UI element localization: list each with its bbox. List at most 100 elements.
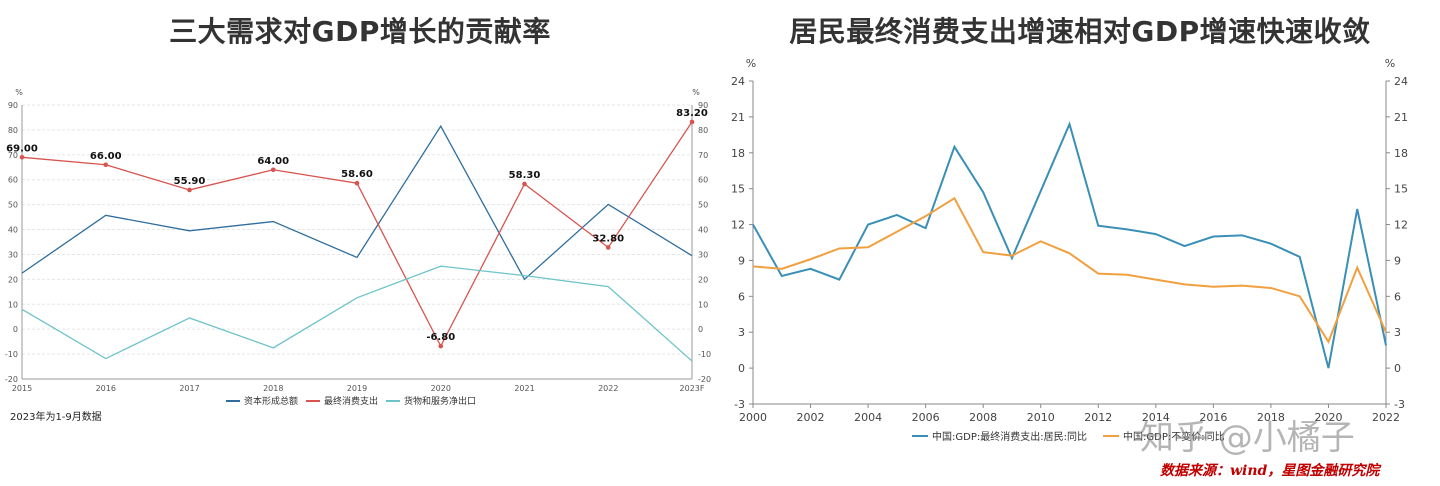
x-tick-label: 2017 <box>179 384 199 393</box>
left-chart-title: 三大需求对GDP增长的贡献率 <box>169 15 551 48</box>
y-tick-label-left: 20 <box>8 275 18 284</box>
y-tick-label-left: -3 <box>734 398 745 411</box>
y-unit-left: % <box>746 57 756 70</box>
data-label: 58.30 <box>509 170 541 181</box>
y-tick-label-right: 10 <box>698 300 708 309</box>
y-tick-label-right: 50 <box>698 201 708 210</box>
legend-label: 资本形成总额 <box>244 395 298 407</box>
x-tick-label: 2004 <box>854 411 882 424</box>
x-tick-label: 2006 <box>912 411 940 424</box>
data-point <box>605 245 611 250</box>
data-point <box>187 187 192 193</box>
y-tick-label-left: 18 <box>731 147 745 160</box>
data-source: 数据来源：wind，星图金融研究院 <box>1160 463 1380 479</box>
data-label: 58.60 <box>341 169 373 180</box>
x-tick-label: 2020 <box>1314 411 1342 424</box>
data-point <box>354 180 360 186</box>
y-tick-label-right: 70 <box>698 151 708 160</box>
x-tick-label: 2023F <box>680 384 705 393</box>
series-line-2 <box>21 265 693 362</box>
y-unit-right: % <box>692 88 700 97</box>
legend-label: 货物和服务净出口 <box>404 395 476 407</box>
data-point <box>103 162 109 168</box>
data-label: 32.80 <box>592 233 624 244</box>
series-line-1 <box>752 196 1387 345</box>
right-chart-svg: -3 -3 0 0 3 3 6 6 9 9 12 12 15 15 18 18 21 21 24 24% % 2000 20… <box>731 57 1408 443</box>
y-tick-label-right: 18 <box>1394 147 1408 160</box>
watermark: 知乎 @小橘子 <box>1140 418 1355 458</box>
x-tick-label: 2022 <box>598 384 618 393</box>
data-label: 64.00 <box>257 156 289 167</box>
y-tick-label-left: 24 <box>731 75 745 88</box>
y-tick-label-right: 24 <box>1394 75 1408 88</box>
left-chart-panel: 三大需求对GDP增长的贡献率 -20 -20 -10 -10 0 0 10 10 20 20 30 3… <box>5 15 711 423</box>
y-unit-right: % <box>1385 57 1395 70</box>
x-tick-label: 2002 <box>797 411 825 424</box>
legend-label: 最终消费支出 <box>324 395 378 407</box>
x-tick-label: 2008 <box>969 411 997 424</box>
x-tick-label: 2016 <box>96 384 116 393</box>
y-tick-label-right: 80 <box>698 126 708 135</box>
y-tick-label-right: 40 <box>698 226 708 235</box>
y-tick-label-left: 6 <box>738 290 745 303</box>
x-tick-label: 2018 <box>263 384 283 393</box>
y-tick-label-right: -3 <box>1394 398 1405 411</box>
y-tick-label-left: 9 <box>738 254 745 267</box>
y-tick-label-right: 0 <box>1394 362 1401 375</box>
data-point <box>438 343 444 349</box>
x-tick-label: 2016 <box>1199 411 1227 424</box>
data-label: 69.00 <box>6 143 38 154</box>
y-tick-label-right: 6 <box>1394 290 1401 303</box>
data-label: -6.80 <box>426 332 455 343</box>
y-tick-label-left: 21 <box>731 111 745 124</box>
y-tick-label-left: 30 <box>8 250 18 259</box>
y-tick-label-right: -20 <box>698 375 711 384</box>
y-tick-label-left: 0 <box>738 362 745 375</box>
y-tick-label-left: -10 <box>5 350 18 359</box>
right-chart-panel: 居民最终消费支出增速相对GDP增速快速收敛 -3 -3 0 0 3 3 6 6 9 9 12 12 15… <box>720 0 1440 486</box>
x-tick-label: 2020 <box>431 384 451 393</box>
y-tick-label-left: 90 <box>8 101 18 110</box>
y-tick-label-right: 9 <box>1394 254 1401 267</box>
y-tick-label-right: 3 <box>1394 326 1401 339</box>
y-tick-label-left: 10 <box>8 300 18 309</box>
y-tick-label-right: 90 <box>698 101 708 110</box>
y-tick-label-left: 80 <box>8 126 18 135</box>
y-tick-label-right: 60 <box>698 176 708 185</box>
data-label: 55.90 <box>174 176 206 187</box>
y-tick-label-left: 50 <box>8 201 18 210</box>
y-tick-label-right: 0 <box>698 325 703 334</box>
y-tick-label-right: 21 <box>1394 111 1408 124</box>
y-tick-label-left: 70 <box>8 151 18 160</box>
y-tick-label-left: 3 <box>738 326 745 339</box>
y-tick-label-right: -10 <box>698 350 711 359</box>
data-point <box>522 181 527 187</box>
y-unit-left: % <box>15 88 23 97</box>
x-tick-label: 2000 <box>739 411 767 424</box>
y-tick-label-right: 30 <box>698 250 708 259</box>
y-tick-label-left: 0 <box>13 325 18 334</box>
x-tick-label: 2012 <box>1084 411 1112 424</box>
legend-label: 中国:GDP:最终消费支出:居民:同比 <box>932 430 1087 443</box>
y-tick-label-left: 40 <box>8 226 18 235</box>
series-line-0 <box>21 124 693 281</box>
data-point <box>19 155 25 160</box>
right-chart-title: 居民最终消费支出增速相对GDP增速快速收敛 <box>789 15 1371 48</box>
left-chart-note: 2023年为1-9月数据 <box>10 412 102 423</box>
y-tick-label-right: 20 <box>698 275 708 284</box>
y-tick-label-left: 12 <box>731 219 745 232</box>
data-point <box>689 119 695 125</box>
series-line-0 <box>752 121 1387 369</box>
x-tick-label: 2022 <box>1372 411 1400 424</box>
data-label: 66.00 <box>90 151 122 162</box>
y-tick-label-left: -20 <box>5 375 18 384</box>
x-tick-label: 2010 <box>1027 411 1055 424</box>
y-tick-label-right: 15 <box>1394 183 1408 196</box>
y-tick-label-left: 60 <box>8 176 18 185</box>
y-tick-label-left: 15 <box>731 183 745 196</box>
x-tick-label: 2019 <box>347 384 367 393</box>
y-tick-label-right: 12 <box>1394 219 1408 232</box>
data-label: 83.20 <box>676 108 708 119</box>
x-tick-label: 2021 <box>514 384 534 393</box>
